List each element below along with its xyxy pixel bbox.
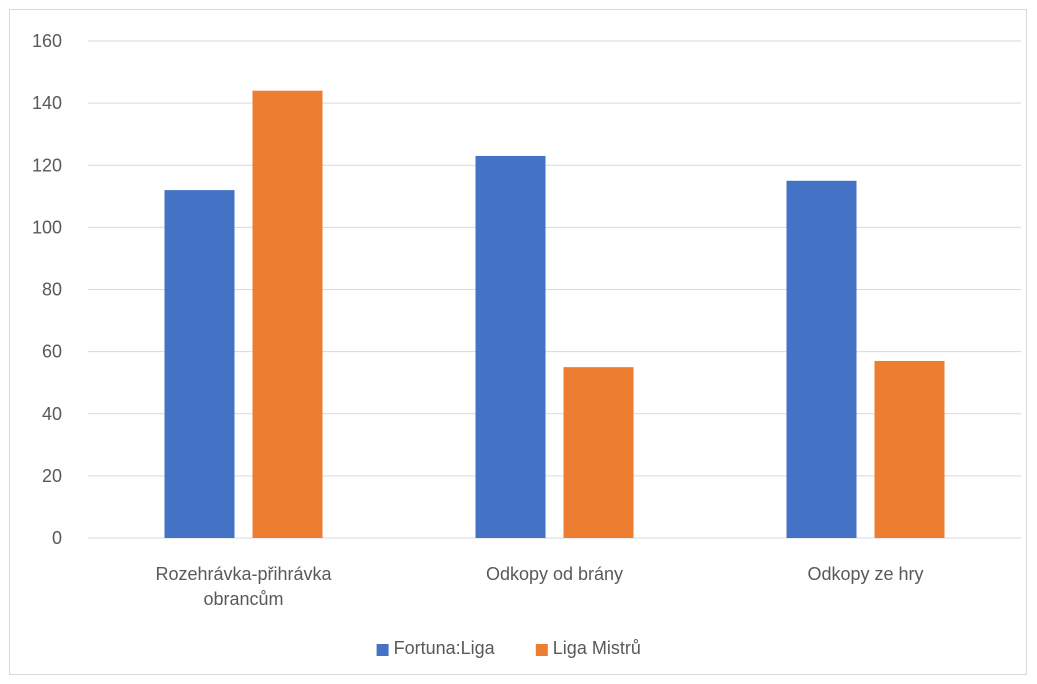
bar-liga-mistru-1	[563, 367, 634, 538]
y-tick-label: 140	[32, 93, 62, 113]
x-category-label: obrancům	[203, 589, 283, 609]
legend-swatch-fortuna-liga	[376, 644, 389, 656]
x-category-label: Odkopy ze hry	[807, 564, 923, 584]
y-tick-label: 20	[42, 466, 62, 486]
y-tick-label: 160	[32, 31, 62, 51]
y-tick-label: 80	[42, 280, 62, 300]
bar-fortuna-liga-2	[786, 180, 857, 538]
legend-label: Fortuna:Liga	[394, 638, 496, 658]
y-axis-ticks: 0 20 40 60 80 100 120 140 160	[32, 31, 62, 548]
bar-fortuna-liga-0	[164, 190, 235, 538]
y-tick-label: 60	[42, 342, 62, 362]
x-category-label: Rozehrávka-přihrávka	[155, 564, 332, 584]
y-tick-label: 0	[52, 528, 62, 548]
y-tick-label: 40	[42, 404, 62, 424]
y-tick-label: 100	[32, 217, 62, 237]
legend: Fortuna:Liga Liga Mistrů	[376, 638, 641, 658]
bar-fortuna-liga-1	[475, 155, 546, 538]
x-category-label: Odkopy od brány	[486, 564, 623, 584]
gridlines	[88, 40, 1021, 539]
legend-swatch-liga-mistru	[535, 644, 548, 656]
bar-liga-mistru-2	[874, 360, 945, 538]
bars	[164, 90, 945, 538]
legend-label: Liga Mistrů	[553, 638, 641, 658]
bar-liga-mistru-0	[252, 90, 323, 538]
y-tick-label: 120	[32, 155, 62, 175]
x-axis-categories: Rozehrávka-přihrávka obrancům Odkopy od br…	[155, 564, 923, 609]
